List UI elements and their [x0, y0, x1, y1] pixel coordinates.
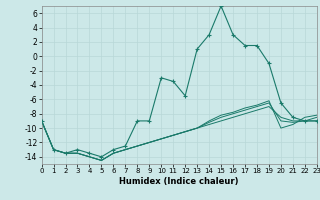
X-axis label: Humidex (Indice chaleur): Humidex (Indice chaleur) — [119, 177, 239, 186]
